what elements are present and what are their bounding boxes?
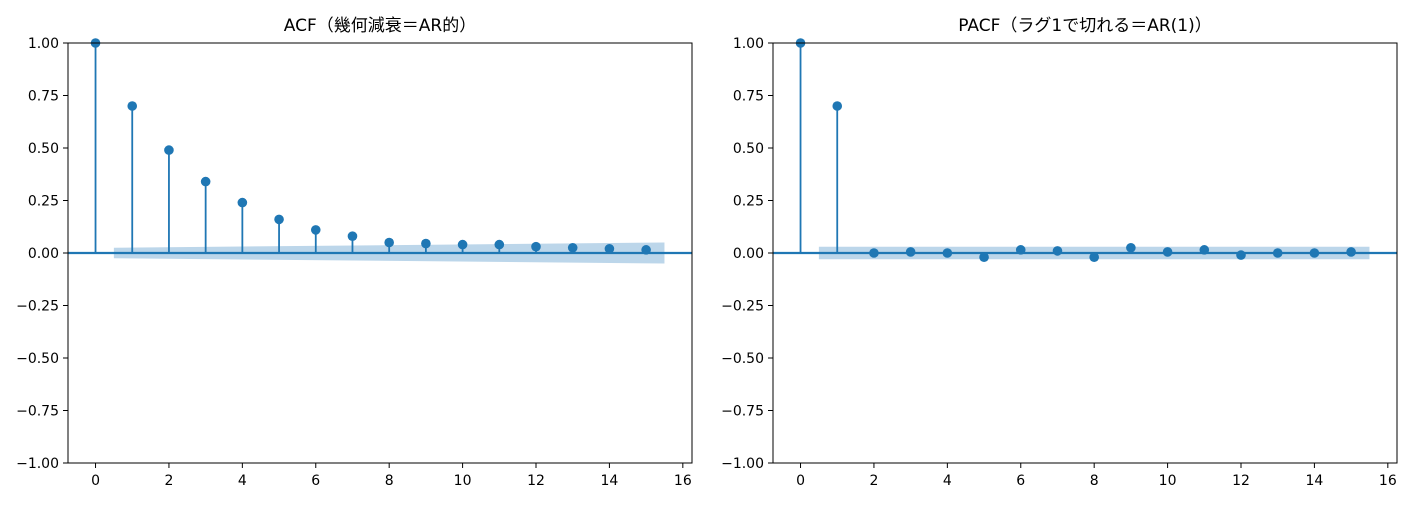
pacf-y-tick-label: 1.00 — [733, 36, 764, 52]
pacf-point — [1015, 245, 1026, 255]
acf-point — [531, 241, 541, 252]
acf-point — [310, 225, 321, 235]
pacf-point — [905, 247, 916, 257]
pacf-point — [1346, 247, 1356, 257]
pacf-panel: 0 2 4 6 8 10 12 14 16 1.00 0.75 0.50 0.25 0.00 −0.25 −0… — [721, 16, 1398, 489]
acf-x-tick-label: 2 — [164, 473, 173, 489]
acf-x-tick-label: 10 — [454, 473, 472, 489]
acf-point — [421, 238, 431, 249]
pacf-point — [942, 248, 953, 258]
acf-y-tick-label: −0.75 — [16, 404, 59, 420]
acf-y-tick-label: 0.25 — [28, 194, 59, 210]
acf-point — [604, 244, 615, 254]
acf-x-tick-label: 14 — [600, 473, 618, 489]
pacf-point — [1272, 248, 1283, 258]
acf-y-tick-label: −1.00 — [16, 456, 59, 472]
pacf-y-tick-label: −0.50 — [721, 351, 764, 367]
pacf-point — [1126, 242, 1136, 253]
acf-x-tick-label: 12 — [527, 473, 545, 489]
acf-point — [274, 214, 284, 225]
pacf-point — [869, 248, 879, 258]
acf-y-tick-label: 1.00 — [28, 36, 59, 52]
acf-y-tick-label: 0.00 — [28, 246, 59, 262]
pacf-y-tick-label: 0.00 — [733, 246, 764, 262]
acf-y-tick-label: −0.25 — [16, 299, 59, 315]
acf-y-tick-label: 0.75 — [28, 89, 59, 105]
pacf-x-tick-label: 14 — [1305, 473, 1323, 489]
pacf-y-tick-label: 0.75 — [733, 89, 764, 105]
acf-x-tick-label: 16 — [674, 473, 692, 489]
acf-point — [237, 197, 248, 208]
pacf-x-tick-label: 12 — [1232, 473, 1250, 489]
acf-y-tick-label: 0.50 — [28, 141, 59, 157]
acf-x-tick-label: 8 — [385, 473, 394, 489]
pacf-point — [1309, 248, 1320, 258]
pacf-y-tick-label: −1.00 — [721, 456, 764, 472]
acf-point — [127, 101, 138, 111]
pacf-point — [1199, 245, 1210, 255]
pacf-chart-title: PACF（ラグ1で切れる＝AR(1)） — [958, 16, 1211, 36]
acf-x-tick-label: 6 — [311, 473, 320, 489]
pacf-y-tick-label: 0.50 — [733, 141, 764, 157]
pacf-x-tick-label: 0 — [796, 473, 805, 489]
acf-chart-title: ACF（幾何減衰＝AR的） — [284, 16, 476, 36]
acf-point — [384, 237, 394, 248]
pacf-point — [979, 252, 989, 262]
pacf-point — [1052, 246, 1063, 256]
acf-panel: 0 2 4 6 8 10 12 14 16 1.00 0.75 0.50 0.25 0.00 −0.25 −0… — [16, 16, 693, 489]
pacf-x-tick-label: 2 — [869, 473, 878, 489]
acf-point — [347, 231, 358, 241]
pacf-x-tick-label: 4 — [943, 473, 952, 489]
pacf-point — [1236, 250, 1246, 260]
pacf-x-tick-label: 6 — [1016, 473, 1025, 489]
pacf-x-tick-label: 10 — [1159, 473, 1177, 489]
acf-y-tick-label: −0.50 — [16, 351, 59, 367]
pacf-x-tick-label: 16 — [1379, 473, 1397, 489]
pacf-point — [832, 101, 843, 111]
acf-point — [567, 242, 578, 253]
acf-point — [494, 239, 505, 250]
acf-x-tick-label: 4 — [238, 473, 247, 489]
pacf-point — [1089, 252, 1099, 262]
acf-point — [641, 245, 651, 255]
pacf-x-tick-label: 8 — [1090, 473, 1099, 489]
pacf-y-tick-label: −0.75 — [721, 404, 764, 420]
acf-point — [164, 145, 174, 155]
acf-x-tick-label: 0 — [91, 473, 100, 489]
acf-point — [200, 176, 211, 187]
acf-point — [457, 239, 468, 250]
pacf-y-tick-label: −0.25 — [721, 299, 764, 315]
pacf-point — [1162, 247, 1173, 257]
pacf-y-tick-label: 0.25 — [733, 194, 764, 210]
